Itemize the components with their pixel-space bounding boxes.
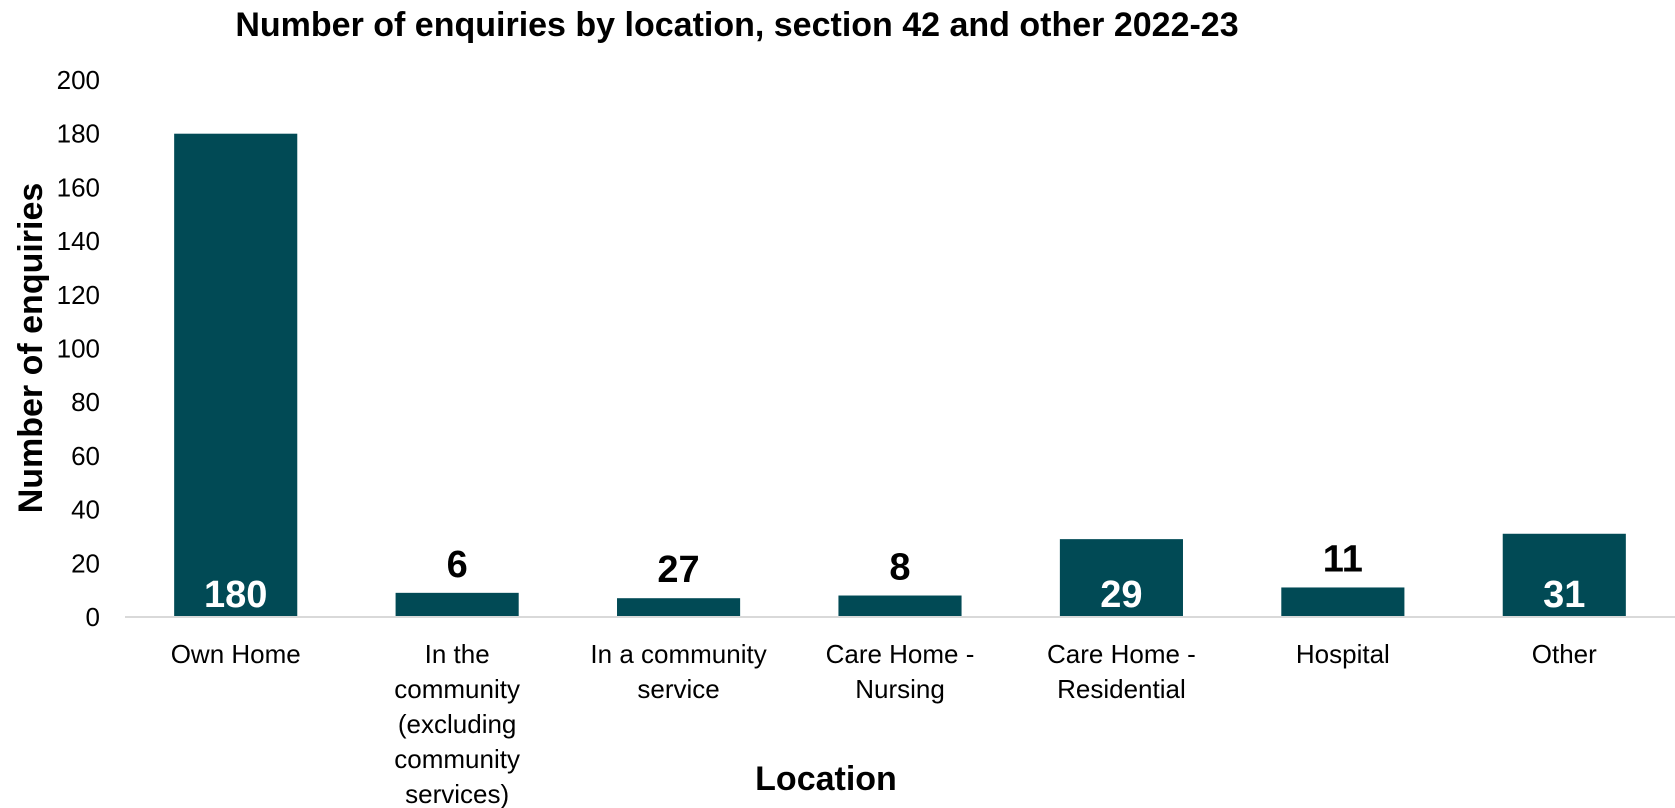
- x-tick-label-line: Residential: [1057, 674, 1186, 704]
- x-tick-label: Own Home: [171, 639, 301, 669]
- x-tick-label: Care Home - Nursing: [826, 639, 975, 704]
- data-label: 31: [1543, 574, 1585, 616]
- x-axis: Own Home In the community (excluding communi…: [171, 639, 1597, 808]
- y-tick-label: 200: [57, 65, 100, 95]
- x-tick-label-line: community: [394, 744, 520, 774]
- bar: [395, 592, 519, 617]
- bar: [617, 598, 741, 617]
- x-axis-title: Location: [755, 760, 897, 798]
- x-tick-label: Other: [1532, 639, 1597, 669]
- bar: [174, 133, 298, 617]
- data-label: 8: [889, 547, 910, 589]
- y-tick-label: 180: [57, 119, 100, 149]
- x-tick-label-line: Nursing: [855, 674, 945, 704]
- bar: [1281, 587, 1405, 617]
- data-label: 11: [1323, 538, 1363, 580]
- y-tick-label: 160: [57, 172, 100, 202]
- y-tick-label: 100: [57, 334, 100, 364]
- chart-title: Number of enquiries by location, section…: [235, 6, 1238, 44]
- x-tick-label: Care Home - Residential: [1047, 639, 1196, 704]
- data-label: 27: [657, 549, 699, 591]
- x-tick-label: Hospital: [1296, 639, 1390, 669]
- x-tick-label: In a community service: [590, 639, 766, 704]
- x-tick-label-line: Hospital: [1296, 639, 1390, 669]
- x-tick-label-line: In a community: [590, 639, 766, 669]
- bar: [838, 595, 962, 617]
- y-tick-label: 0: [86, 602, 100, 632]
- bars: [174, 133, 1626, 617]
- x-tick-label-line: Own Home: [171, 639, 301, 669]
- x-tick-label-line: In the: [425, 639, 490, 669]
- y-tick-label: 140: [57, 226, 100, 256]
- x-tick-label-line: services): [405, 779, 509, 808]
- y-tick-label: 80: [71, 387, 100, 417]
- x-tick-label-line: community: [394, 674, 520, 704]
- data-label: 6: [447, 544, 468, 586]
- x-tick-label: In the community (excluding community servic…: [394, 639, 520, 808]
- y-axis: 0 20 40 60 80 100 120 140 160 180 200: [57, 65, 100, 632]
- x-tick-label-line: Care Home -: [826, 639, 975, 669]
- y-tick-label: 120: [57, 280, 100, 310]
- x-tick-label-line: (excluding: [398, 709, 517, 739]
- x-tick-label-line: Other: [1532, 639, 1597, 669]
- x-tick-label-line: Care Home -: [1047, 639, 1196, 669]
- data-label: 180: [204, 574, 267, 616]
- data-labels: 180 6 27 8 29 11 31: [204, 538, 1585, 616]
- bar: [1059, 539, 1183, 617]
- y-tick-label: 40: [71, 495, 100, 525]
- bar: [1502, 533, 1626, 617]
- y-tick-label: 60: [71, 441, 100, 471]
- y-axis-title: Number of enquiries: [12, 183, 50, 514]
- y-tick-label: 20: [71, 548, 100, 578]
- x-tick-label-line: service: [637, 674, 719, 704]
- data-label: 29: [1100, 574, 1142, 616]
